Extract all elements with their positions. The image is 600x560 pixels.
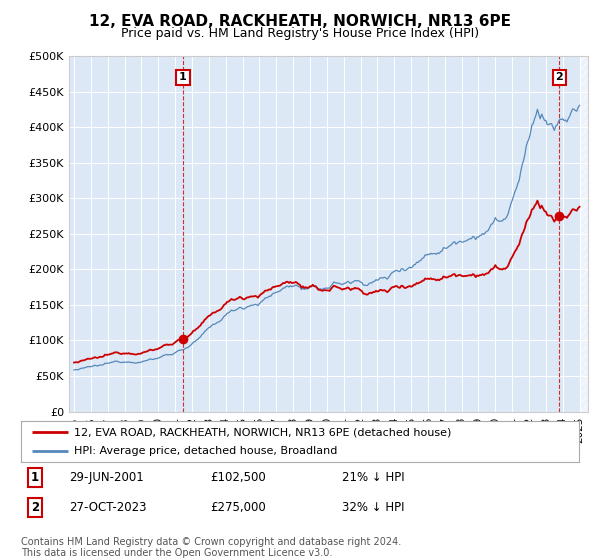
- Text: 1: 1: [31, 470, 39, 484]
- Text: 29-JUN-2001: 29-JUN-2001: [69, 470, 144, 484]
- Bar: [580, 56, 588, 412]
- Text: £275,000: £275,000: [210, 501, 266, 515]
- Text: Price paid vs. HM Land Registry's House Price Index (HPI): Price paid vs. HM Land Registry's House …: [121, 27, 479, 40]
- Text: 27-OCT-2023: 27-OCT-2023: [69, 501, 146, 515]
- Text: Contains HM Land Registry data © Crown copyright and database right 2024.
This d: Contains HM Land Registry data © Crown c…: [21, 536, 401, 558]
- Text: 2: 2: [31, 501, 39, 515]
- Text: £102,500: £102,500: [210, 470, 266, 484]
- Text: 1: 1: [179, 72, 187, 82]
- Text: HPI: Average price, detached house, Broadland: HPI: Average price, detached house, Broa…: [74, 446, 337, 456]
- Text: 32% ↓ HPI: 32% ↓ HPI: [342, 501, 404, 515]
- Text: 12, EVA ROAD, RACKHEATH, NORWICH, NR13 6PE (detached house): 12, EVA ROAD, RACKHEATH, NORWICH, NR13 6…: [74, 427, 451, 437]
- Text: 2: 2: [556, 72, 563, 82]
- Text: 21% ↓ HPI: 21% ↓ HPI: [342, 470, 404, 484]
- Text: 12, EVA ROAD, RACKHEATH, NORWICH, NR13 6PE: 12, EVA ROAD, RACKHEATH, NORWICH, NR13 6…: [89, 14, 511, 29]
